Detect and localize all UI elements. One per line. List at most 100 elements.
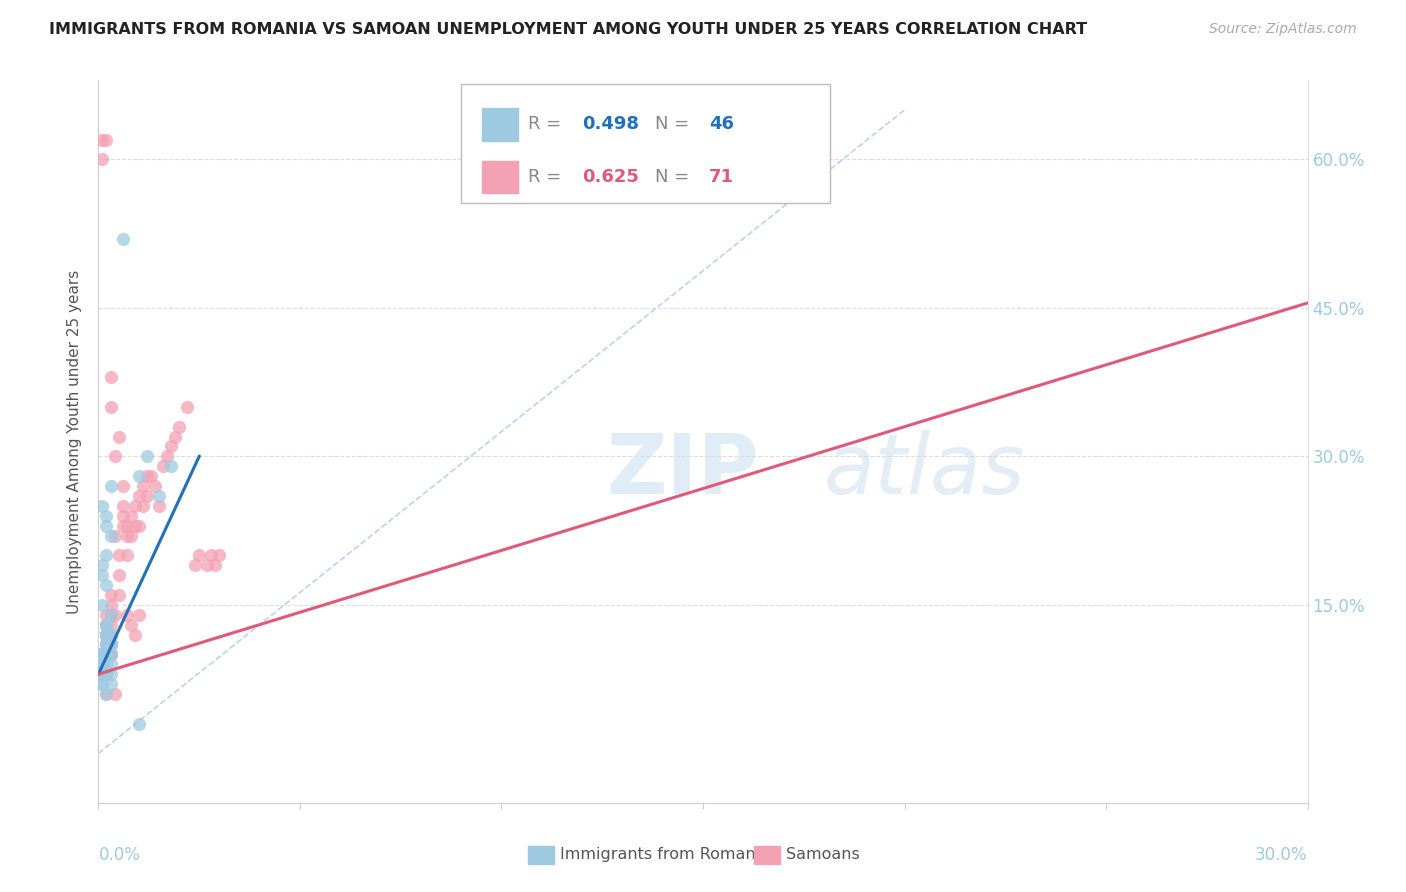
Point [96, 627, 118, 641]
Point [91, 657, 114, 672]
Point [96, 133, 118, 147]
Point [120, 528, 142, 542]
Point [103, 450, 125, 464]
Point [100, 667, 122, 681]
Point [100, 677, 122, 691]
Point [208, 549, 231, 563]
Point [96, 578, 118, 592]
Point [176, 400, 198, 414]
Point [156, 450, 179, 464]
Point [111, 518, 134, 533]
Point [132, 479, 155, 493]
Point [96, 637, 118, 651]
Point [96, 637, 118, 651]
Point [200, 549, 222, 563]
Point [91, 648, 114, 662]
Point [100, 370, 122, 384]
Point [160, 440, 183, 454]
Point [96, 667, 118, 681]
Point [91, 133, 114, 147]
Point [135, 469, 157, 483]
Point [100, 648, 122, 662]
Point [124, 499, 146, 513]
Text: N =: N = [655, 115, 695, 134]
Point [100, 607, 122, 622]
Point [96, 627, 118, 641]
Point [128, 716, 150, 731]
Point [135, 489, 157, 503]
Point [128, 489, 150, 503]
Point [96, 648, 118, 662]
Point [124, 518, 146, 533]
Point [96, 617, 118, 632]
Point [115, 549, 138, 563]
Point [167, 419, 190, 434]
Point [100, 479, 122, 493]
Point [124, 627, 146, 641]
Point [96, 648, 118, 662]
Point [100, 400, 122, 414]
Point [204, 558, 226, 573]
Text: 71: 71 [709, 168, 734, 186]
Point [128, 607, 150, 622]
Point [111, 479, 134, 493]
Point [91, 667, 114, 681]
Point [111, 499, 134, 513]
Point [100, 637, 122, 651]
Point [100, 627, 122, 641]
Point [195, 558, 218, 573]
Point [91, 657, 114, 672]
Point [96, 648, 118, 662]
Point [96, 617, 118, 632]
Point [91, 499, 114, 513]
Point [96, 627, 118, 641]
Text: Immigrants from Romania: Immigrants from Romania [561, 847, 770, 863]
Point [100, 648, 122, 662]
Bar [482, 108, 517, 141]
Text: IMMIGRANTS FROM ROMANIA VS SAMOAN UNEMPLOYMENT AMONG YOUTH UNDER 25 YEARS CORREL: IMMIGRANTS FROM ROMANIA VS SAMOAN UNEMPL… [49, 22, 1087, 37]
Point [96, 617, 118, 632]
Point [96, 687, 118, 701]
Point [152, 459, 174, 474]
Text: R =: R = [527, 168, 567, 186]
Point [148, 489, 170, 503]
Point [96, 518, 118, 533]
Point [103, 687, 125, 701]
Point [100, 637, 122, 651]
Point [107, 549, 129, 563]
Point [163, 429, 186, 443]
Point [91, 648, 114, 662]
Point [96, 637, 118, 651]
Point [91, 657, 114, 672]
Point [148, 499, 170, 513]
Text: Source: ZipAtlas.com: Source: ZipAtlas.com [1209, 22, 1357, 37]
Point [96, 627, 118, 641]
Point [91, 598, 114, 612]
Point [96, 687, 118, 701]
Point [128, 518, 150, 533]
Point [107, 429, 129, 443]
Point [100, 627, 122, 641]
Point [96, 549, 118, 563]
Point [111, 508, 134, 523]
Point [100, 528, 122, 542]
Point [100, 588, 122, 602]
Point [91, 648, 114, 662]
Point [120, 617, 142, 632]
Point [100, 617, 122, 632]
Text: Samoans: Samoans [786, 847, 860, 863]
Point [128, 469, 150, 483]
Point [100, 627, 122, 641]
Point [103, 607, 125, 622]
Point [184, 558, 207, 573]
Text: N =: N = [655, 168, 695, 186]
Point [100, 637, 122, 651]
Point [96, 667, 118, 681]
Point [91, 677, 114, 691]
Point [111, 232, 134, 246]
Y-axis label: Unemployment Among Youth under 25 years: Unemployment Among Youth under 25 years [67, 269, 83, 614]
Point [96, 627, 118, 641]
Text: 0.625: 0.625 [582, 168, 638, 186]
Point [120, 508, 142, 523]
Point [91, 657, 114, 672]
